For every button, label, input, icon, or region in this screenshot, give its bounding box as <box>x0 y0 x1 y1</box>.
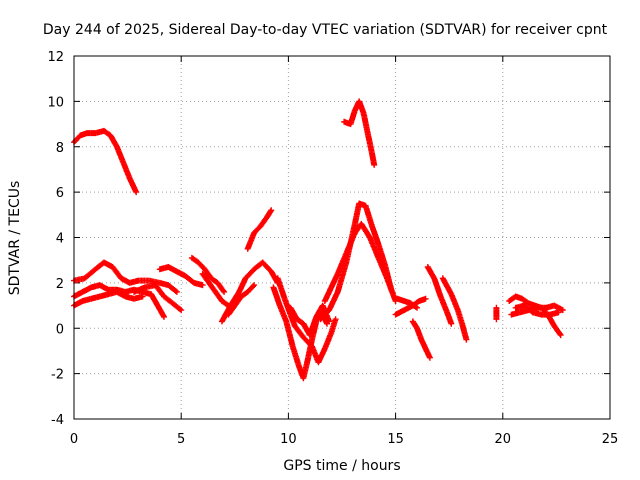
y-tick-label: 6 <box>56 186 64 201</box>
series-arc-12-14-high <box>341 98 378 168</box>
series-arc-band-7-9 <box>218 259 281 325</box>
series-arc-11-14-peak-b <box>317 200 395 323</box>
series-arc-early-high <box>71 127 140 196</box>
series-arc-16-18 <box>424 264 455 327</box>
x-tick-label: 0 <box>70 432 78 447</box>
x-tick-label: 5 <box>177 432 185 447</box>
chart-title: Day 244 of 2025, Sidereal Day-to-day VTE… <box>43 22 608 38</box>
x-axis-label: GPS time / hours <box>283 458 400 474</box>
x-tick-label: 20 <box>495 432 512 447</box>
series-arc-11-14-peak-a <box>321 220 399 304</box>
series-arc-band-5-7 <box>188 254 228 295</box>
plot-frame <box>73 55 611 420</box>
series-arc-band-7-8 <box>225 282 258 318</box>
y-tick-label: -4 <box>51 413 64 428</box>
x-tick-label: 10 <box>280 432 297 447</box>
series-arc-20-23-c <box>512 302 562 318</box>
y-axis-label: SDTVAR / TECUs <box>7 181 23 296</box>
series-arc-16-17-low <box>409 318 433 361</box>
x-tick-label: 15 <box>387 432 404 447</box>
series-arc-15-16-b <box>394 295 420 311</box>
y-tick-label: 2 <box>56 277 64 292</box>
axis-ticks: 0 5 10 15 20 25 -4 -2 0 2 4 6 8 10 12 <box>47 50 618 447</box>
data-series <box>71 98 566 382</box>
y-tick-label: 12 <box>47 50 64 65</box>
y-tick-label: 0 <box>56 322 64 337</box>
grid <box>74 56 610 419</box>
series-arc-band-4-6 <box>156 264 206 289</box>
series-arc-9-rise <box>244 207 275 252</box>
y-tick-label: 10 <box>47 95 64 110</box>
x-tick-label: 25 <box>602 432 619 447</box>
series-arc-band-6-7 <box>199 270 232 309</box>
series-arc-band-3-5 <box>131 282 185 314</box>
y-tick-label: 8 <box>56 141 64 156</box>
y-tick-label: 4 <box>56 232 64 247</box>
series-arc-19-20 <box>493 304 500 323</box>
series-arc-17-18 <box>439 275 470 343</box>
y-tick-label: -2 <box>51 368 64 383</box>
